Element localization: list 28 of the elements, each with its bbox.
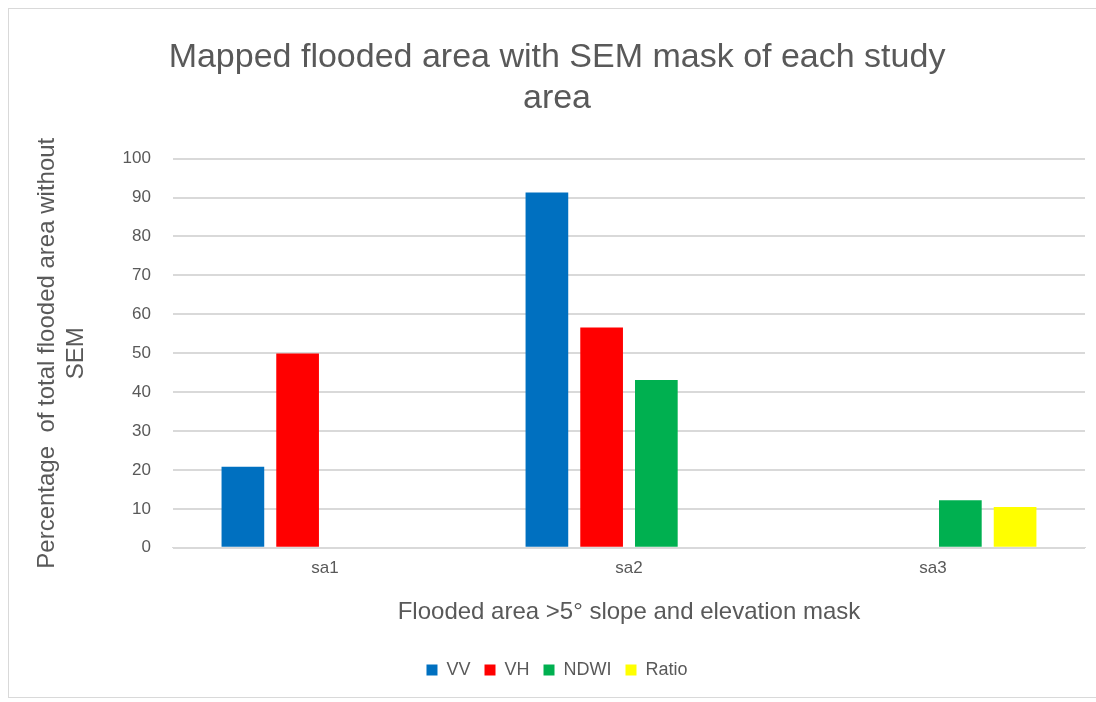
legend-label: VH <box>504 658 530 679</box>
x-tick-label: sa3 <box>919 557 947 577</box>
bar <box>221 466 265 547</box>
y-tick-label: 70 <box>132 265 151 285</box>
bar <box>580 327 623 547</box>
legend-label: NDWI <box>563 658 612 679</box>
x-axis-title: Flooded area >5° slope and elevation mask <box>397 597 862 625</box>
bar <box>276 353 319 547</box>
legend-label: Ratio <box>645 658 688 679</box>
y-tick-label: 50 <box>132 342 151 362</box>
y-tick-label: 0 <box>141 537 151 557</box>
y-tick-label: 100 <box>122 148 151 168</box>
bar <box>635 380 678 547</box>
y-tick-label: 40 <box>132 381 151 401</box>
y-axis-title: Percentage of total flooded area without SEM <box>32 137 88 569</box>
x-tick-label: sa1 <box>311 557 339 577</box>
bar <box>939 500 982 547</box>
legend-label: VV <box>446 658 471 679</box>
y-tick-label: 60 <box>132 303 151 323</box>
y-tick-label: 30 <box>132 420 151 440</box>
bar <box>993 506 1037 547</box>
bar <box>525 192 569 547</box>
y-tick-label: 90 <box>132 187 151 207</box>
y-tick-label: 20 <box>132 459 151 479</box>
y-tick-label: 80 <box>132 226 151 246</box>
x-tick-label: sa2 <box>615 557 643 577</box>
chart-title: Mapped flooded area with SEM mask of each study area <box>168 35 946 115</box>
y-tick-label: 10 <box>132 498 151 518</box>
